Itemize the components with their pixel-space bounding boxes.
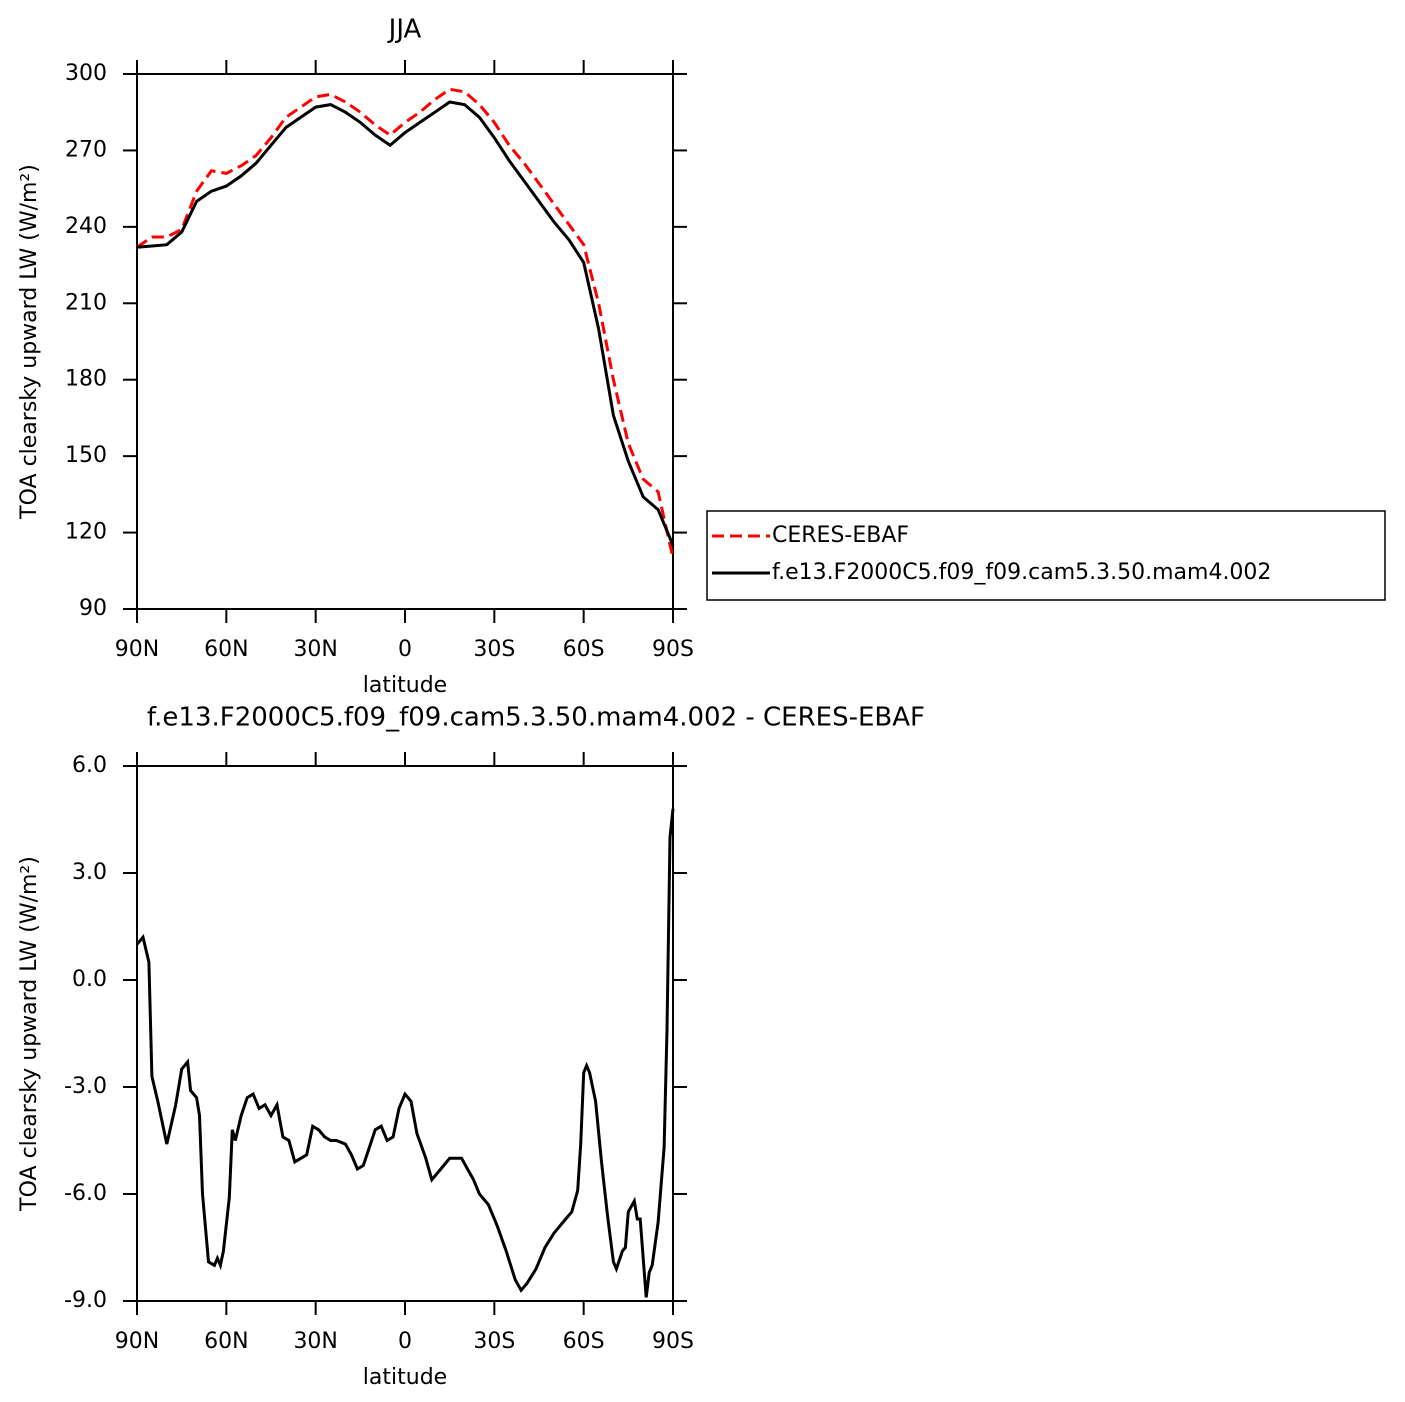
y-tick-label: 6.0 (72, 753, 107, 778)
y-axis-label: TOA clearsky upward LW (W/m²) (17, 856, 42, 1212)
y-tick-label: -6.0 (64, 1181, 107, 1206)
x-tick-label: 90N (115, 1329, 159, 1354)
legend-box (706, 510, 1386, 601)
data-line (136, 87, 675, 559)
x-tick-label: 60S (563, 637, 605, 662)
x-tick-label: 60S (563, 1329, 605, 1354)
x-tick-label: 30S (473, 637, 515, 662)
chart-title: JJA (387, 15, 422, 45)
y-tick-label: 210 (65, 290, 107, 315)
y-tick-label: 120 (65, 520, 107, 545)
y-tick-label: 300 (65, 61, 107, 86)
plot-frame (136, 73, 674, 610)
x-axis-label: latitude (363, 673, 447, 698)
legend-label: f.e13.F2000C5.f09_f09.cam5.3.50.mam4.002 (772, 560, 1271, 585)
y-tick-label: 270 (65, 137, 107, 162)
x-tick-label: 30N (293, 637, 337, 662)
chart-title: f.e13.F2000C5.f09_f09.cam5.3.50.mam4.002… (147, 703, 925, 733)
x-tick-label: 0 (398, 637, 412, 662)
y-axis-label: TOA clearsky upward LW (W/m²) (17, 164, 42, 520)
y-tick-label: 180 (65, 367, 107, 392)
legend-label: CERES-EBAF (772, 523, 909, 548)
y-tick-label: -3.0 (64, 1074, 107, 1099)
data-line (135, 808, 675, 1298)
x-tick-label: 90N (115, 637, 159, 662)
x-tick-label: 30S (473, 1329, 515, 1354)
x-tick-label: 30N (293, 1329, 337, 1354)
y-tick-label: 0.0 (72, 967, 107, 992)
y-tick-label: 240 (65, 214, 107, 239)
plot-frame (136, 765, 674, 1302)
y-tick-label: 90 (79, 596, 107, 621)
y-tick-label: -9.0 (64, 1288, 107, 1313)
y-tick-label: 3.0 (72, 860, 107, 885)
x-tick-label: 90S (652, 1329, 694, 1354)
y-tick-label: 150 (65, 443, 107, 468)
x-tick-label: 0 (398, 1329, 412, 1354)
x-tick-label: 90S (652, 637, 694, 662)
x-tick-label: 60N (204, 1329, 248, 1354)
x-tick-label: 60N (204, 637, 248, 662)
x-axis-label: latitude (363, 1365, 447, 1390)
data-line (136, 100, 675, 546)
